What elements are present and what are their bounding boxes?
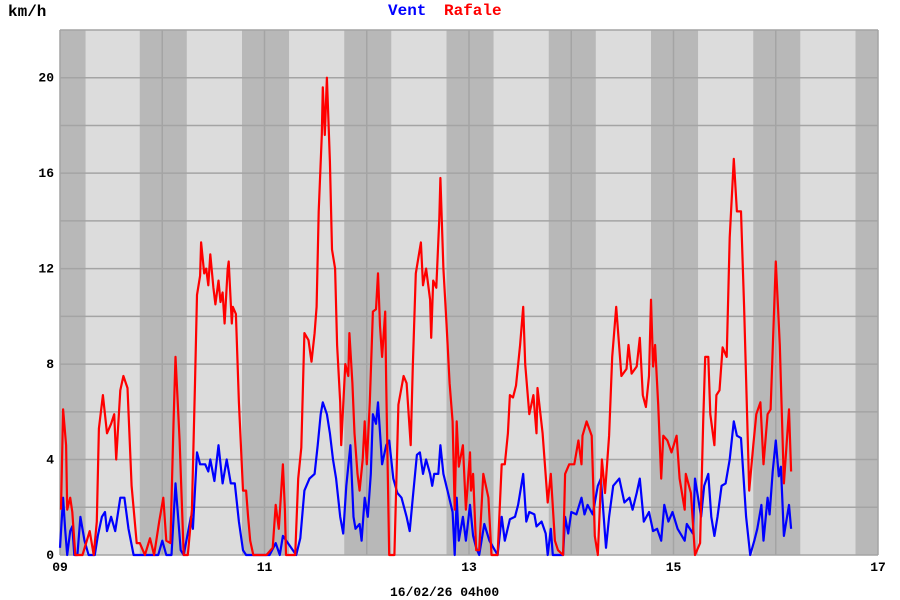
series-line-rafale [59, 76, 793, 557]
y-tick-label: 12 [38, 262, 54, 277]
y-axis-label: km/h [8, 3, 46, 21]
y-tick-label: 20 [38, 71, 54, 86]
night-band [60, 30, 86, 555]
y-tick-label: 0 [46, 548, 54, 563]
x-tick-label: 15 [666, 560, 682, 575]
y-tick-label: 4 [46, 453, 54, 468]
y-tick-label: 8 [46, 357, 54, 372]
legend-rafale: Rafale [444, 2, 502, 20]
tick-labels: 0 4 8 12 16 20 09 11 13 15 17 [38, 71, 885, 575]
series-lines [58, 76, 793, 557]
y-tick-label: 16 [38, 166, 54, 181]
legend-vent: Vent [388, 2, 426, 20]
night-band [139, 30, 187, 555]
x-tick-label: 11 [257, 560, 273, 575]
night-band [651, 30, 699, 555]
night-band [855, 30, 878, 555]
night-band [242, 30, 290, 555]
x-tick-label: 17 [870, 560, 886, 575]
x-tick-label: 09 [52, 560, 68, 575]
series-line-vent [58, 401, 793, 557]
x-tick-label: 13 [461, 560, 477, 575]
night-band [548, 30, 596, 555]
x-axis-label: 16/02/26 04h00 [390, 585, 499, 600]
